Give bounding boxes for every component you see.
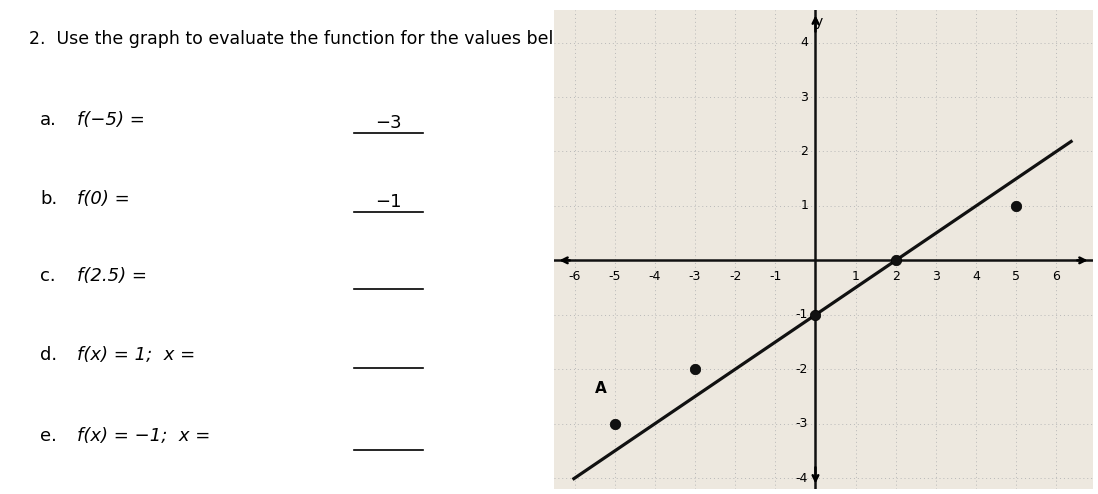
Text: c.: c. [40, 267, 56, 285]
Text: 1: 1 [800, 200, 808, 212]
Text: 1: 1 [852, 270, 860, 283]
Text: 4: 4 [800, 36, 808, 49]
Text: -3: -3 [796, 417, 808, 430]
Text: -1: -1 [769, 270, 782, 283]
Text: f(−5) =: f(−5) = [77, 111, 145, 129]
Text: -1: -1 [796, 308, 808, 321]
Text: 4: 4 [972, 270, 981, 283]
Text: -2: -2 [796, 363, 808, 376]
Text: 2.  Use the graph to evaluate the function for the values below.: 2. Use the graph to evaluate the functio… [29, 30, 582, 47]
Text: 2: 2 [800, 145, 808, 158]
Text: 5: 5 [1012, 270, 1020, 283]
Text: 2: 2 [892, 270, 899, 283]
Text: 6: 6 [1053, 270, 1061, 283]
Text: -4: -4 [649, 270, 661, 283]
Text: e.: e. [40, 427, 57, 445]
Text: -6: -6 [569, 270, 581, 283]
Text: -3: -3 [688, 270, 702, 283]
Text: −1: −1 [376, 193, 402, 210]
Text: -4: -4 [796, 472, 808, 485]
Text: f(2.5) =: f(2.5) = [77, 267, 147, 285]
Text: d.: d. [40, 346, 57, 364]
Text: b.: b. [40, 190, 57, 208]
Text: -5: -5 [608, 270, 621, 283]
Text: A: A [595, 381, 606, 396]
Text: y: y [815, 15, 822, 29]
Text: -2: -2 [729, 270, 741, 283]
Text: 3: 3 [800, 90, 808, 104]
Text: a.: a. [40, 111, 57, 129]
Text: f(0) =: f(0) = [77, 190, 130, 208]
Text: f(x) = −1;  x =: f(x) = −1; x = [77, 427, 211, 445]
Text: 3: 3 [932, 270, 940, 283]
Text: −3: −3 [374, 114, 402, 131]
Text: f(x) = 1;  x =: f(x) = 1; x = [77, 346, 195, 364]
